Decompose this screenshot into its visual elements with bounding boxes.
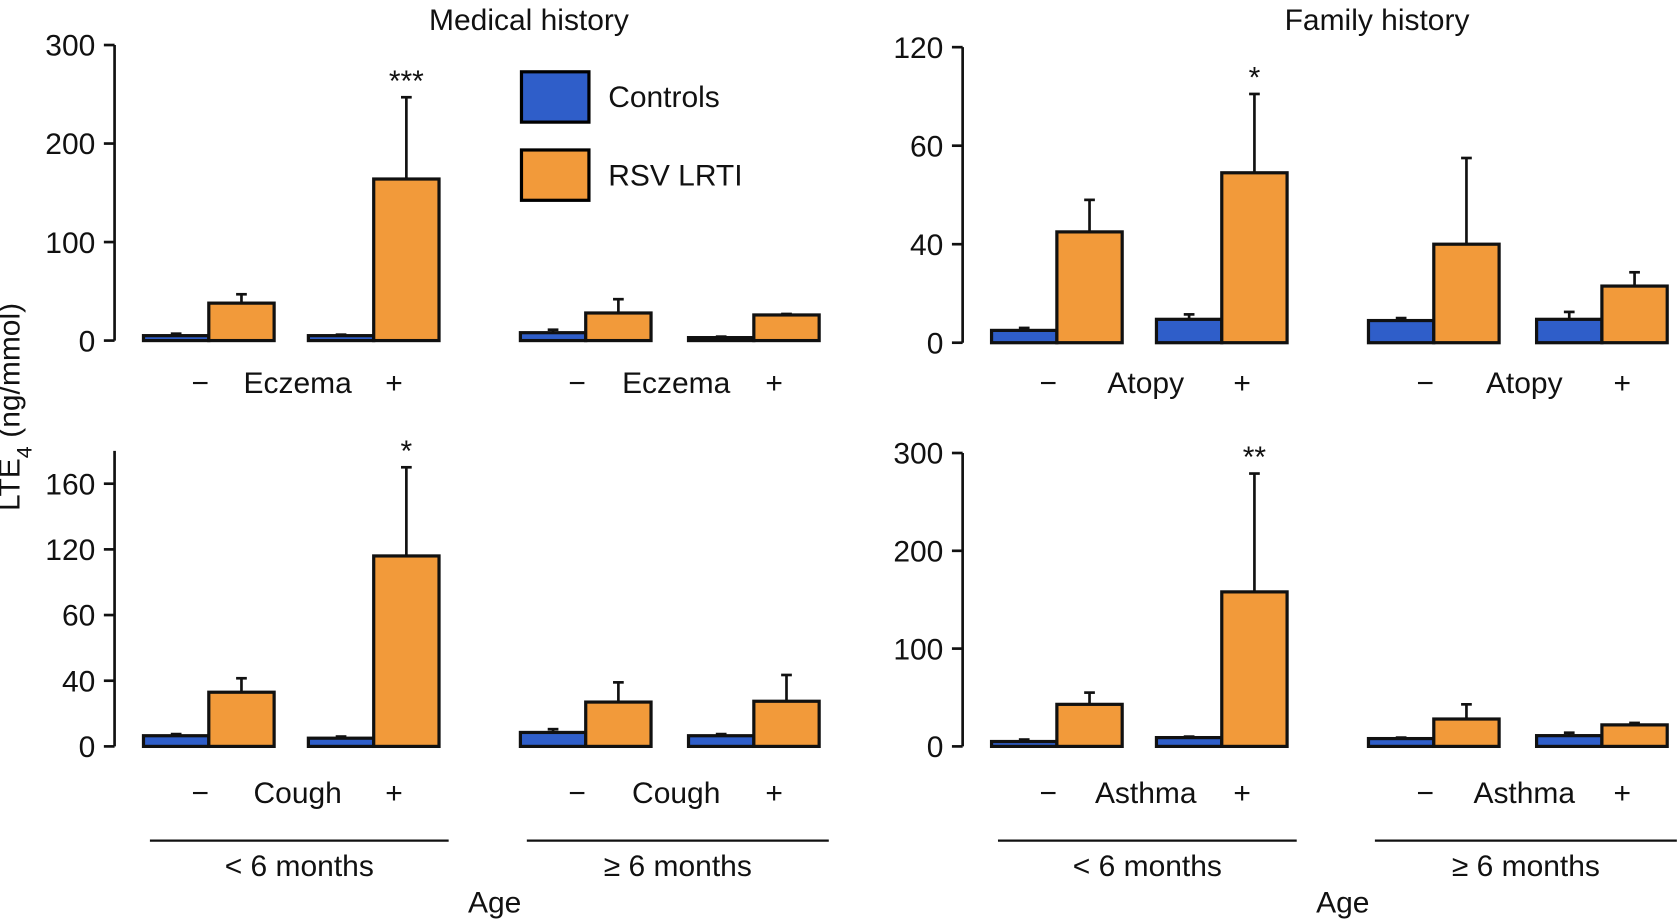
x-tick-label: − xyxy=(1416,367,1434,400)
bar xyxy=(518,730,588,749)
y-tick-label: 200 xyxy=(893,536,943,569)
significance-label: * xyxy=(401,435,413,468)
condition-label: Asthma xyxy=(1473,777,1575,810)
x-tick-label: + xyxy=(765,777,783,810)
x-group-label: < 6 months xyxy=(225,850,374,883)
y-tick-label: 300 xyxy=(893,438,943,471)
x-tick-label: + xyxy=(765,367,783,400)
bar xyxy=(1154,735,1224,749)
bar xyxy=(1600,284,1669,345)
condition-label: Eczema xyxy=(244,367,353,400)
y-tick-label: 100 xyxy=(45,227,95,260)
x-tick-label: + xyxy=(385,777,403,810)
panel-title: Medical history xyxy=(429,4,629,37)
bar xyxy=(584,311,653,343)
bar xyxy=(1534,734,1604,749)
y-tick-label: 0 xyxy=(927,327,944,360)
bar xyxy=(1220,171,1289,345)
bar xyxy=(1600,723,1669,749)
y-tick-label: 300 xyxy=(45,30,95,63)
bar xyxy=(1432,242,1501,345)
y-tick-label: 0 xyxy=(79,325,96,358)
condition-label: Cough xyxy=(632,777,720,810)
bar xyxy=(1366,736,1436,749)
x-tick-label: − xyxy=(191,777,209,810)
x-tick-label: − xyxy=(568,367,586,400)
condition-label: Cough xyxy=(254,777,342,810)
x-tick-label: − xyxy=(1040,777,1058,810)
x-group-label: ≥ 6 months xyxy=(604,850,752,883)
y-tick-label: 120 xyxy=(45,534,95,567)
legend-swatch xyxy=(519,148,591,202)
panel-title: Family history xyxy=(1285,4,1470,37)
y-tick-label: 40 xyxy=(910,229,943,262)
bar xyxy=(141,734,211,749)
legend-label: RSV LRTI xyxy=(608,159,742,192)
x-tick-label: − xyxy=(191,367,209,400)
condition-label: Atopy xyxy=(1107,367,1184,400)
bar xyxy=(686,336,756,343)
significance-label: * xyxy=(1249,62,1261,95)
legend-swatch xyxy=(519,70,591,124)
x-group-label: < 6 months xyxy=(1073,850,1222,883)
y-label-main: LTE xyxy=(0,458,26,511)
y-label-unit: (ng/mmol) xyxy=(0,303,26,438)
condition-label: Atopy xyxy=(1486,367,1563,400)
legend-label: Controls xyxy=(608,81,720,114)
bar xyxy=(686,734,756,749)
y-tick-label: 160 xyxy=(45,468,95,501)
x-tick-label: + xyxy=(1233,367,1251,400)
bar xyxy=(1055,230,1124,345)
x-group-label: ≥ 6 months xyxy=(1452,850,1600,883)
x-tick-label: + xyxy=(385,367,403,400)
x-tick-label: − xyxy=(1040,367,1058,400)
bar xyxy=(989,739,1059,749)
bar xyxy=(1432,717,1501,749)
x-tick-label: − xyxy=(1416,777,1434,810)
bar xyxy=(584,700,653,749)
bar xyxy=(141,334,211,343)
x-tick-label: + xyxy=(1613,367,1631,400)
y-tick-label: 100 xyxy=(893,633,943,666)
x-tick-label: + xyxy=(1233,777,1251,810)
bar xyxy=(1154,317,1224,345)
x-axis-label: Age xyxy=(468,886,521,919)
y-tick-label: 0 xyxy=(79,731,96,764)
bar xyxy=(372,177,441,343)
bar xyxy=(306,334,376,343)
bar xyxy=(752,699,821,749)
x-tick-label: − xyxy=(568,777,586,810)
y-tick-label: 40 xyxy=(62,665,95,698)
bar xyxy=(989,328,1059,345)
condition-label: Eczema xyxy=(622,367,731,400)
y-tick-label: 60 xyxy=(62,600,95,633)
bar xyxy=(1534,317,1604,345)
bar xyxy=(1366,318,1436,345)
y-tick-label: 200 xyxy=(45,128,95,161)
bar xyxy=(1055,702,1124,749)
y-label-sub: 4 xyxy=(12,446,36,458)
condition-label: Asthma xyxy=(1095,777,1197,810)
bar xyxy=(752,313,821,343)
x-tick-label: + xyxy=(1613,777,1631,810)
y-axis-label: LTE4 (ng/mmol) xyxy=(0,303,36,511)
bar xyxy=(207,690,276,749)
bar xyxy=(518,331,588,343)
bar xyxy=(372,554,441,749)
bar xyxy=(207,301,276,343)
bar xyxy=(1220,590,1289,749)
bar xyxy=(306,736,376,749)
significance-label: *** xyxy=(389,65,424,98)
x-axis-label: Age xyxy=(1316,886,1369,919)
y-tick-label: 0 xyxy=(927,731,944,764)
y-tick-label: 120 xyxy=(893,32,943,65)
y-tick-label: 60 xyxy=(910,130,943,163)
significance-label: ** xyxy=(1243,441,1267,474)
